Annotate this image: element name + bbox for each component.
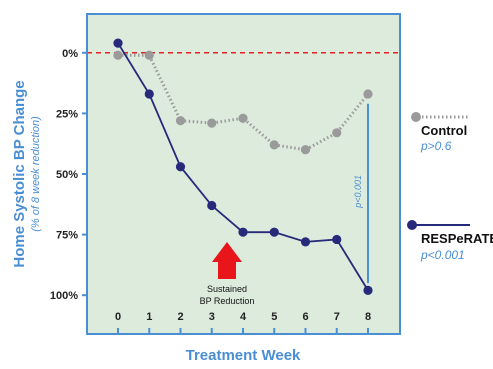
- control-point-week-5: [269, 140, 279, 150]
- y-axis-subtitle: (% of 8 week reduction): [30, 116, 42, 232]
- arrow-text-line1: Sustained: [207, 284, 247, 294]
- control-point-week-1: [144, 50, 154, 60]
- x-tick-label: 1: [146, 311, 152, 323]
- resperate-point-week-1: [144, 89, 154, 99]
- y-axis-title: Home Systolic BP Change: [11, 80, 28, 267]
- y-tick-label: 0%: [62, 48, 78, 60]
- legend-control-label: Control: [421, 123, 467, 138]
- control-point-week-7: [332, 128, 342, 138]
- control-point-week-0: [113, 50, 123, 60]
- resperate-point-week-5: [269, 227, 279, 237]
- y-tick-label: 50%: [56, 169, 78, 181]
- legend-control-marker: [411, 112, 421, 122]
- resperate-point-week-7: [332, 234, 342, 245]
- x-tick-label: 0: [115, 311, 121, 323]
- control-point-week-3: [207, 118, 217, 128]
- resperate-point-week-4: [238, 227, 248, 237]
- resperate-point-week-8: [363, 285, 373, 295]
- legend-resperate-p: p<0.001: [420, 248, 465, 262]
- plot-background: [87, 14, 400, 334]
- control-point-week-2: [175, 116, 186, 126]
- arrow-text-line2: BP Reduction: [200, 296, 255, 306]
- x-tick-label: 8: [365, 311, 371, 323]
- x-tick-label: 5: [271, 311, 277, 323]
- y-tick-label: 25%: [56, 108, 78, 120]
- resperate-point-week-0: [113, 38, 123, 48]
- x-tick-label: 7: [334, 311, 340, 323]
- resperate-point-week-2: [175, 162, 186, 172]
- legend-control-p: p>0.6: [420, 139, 452, 153]
- x-axis-title: Treatment Week: [186, 347, 301, 364]
- control-point-week-6: [300, 145, 311, 155]
- legend-resperate-marker: [407, 220, 417, 230]
- control-point-week-8: [363, 89, 373, 99]
- resperate-point-week-3: [207, 200, 217, 211]
- bracket-p-value: p<0.001: [353, 175, 363, 209]
- legend-resperate-label: RESPeRATE: [421, 231, 493, 246]
- x-tick-label: 2: [177, 311, 183, 323]
- y-tick-label: 75%: [56, 230, 78, 242]
- x-tick-label: 3: [209, 311, 215, 323]
- plot-frame: [86, 13, 401, 335]
- control-point-week-4: [238, 113, 248, 123]
- x-tick-label: 6: [302, 311, 308, 323]
- y-tick-label: 100%: [50, 290, 78, 302]
- x-tick-label: 4: [240, 311, 247, 323]
- legend: Control p>0.6 RESPeRATE p<0.001: [407, 112, 493, 262]
- sustained-arrow: [212, 242, 242, 279]
- resperate-point-week-6: [300, 237, 311, 247]
